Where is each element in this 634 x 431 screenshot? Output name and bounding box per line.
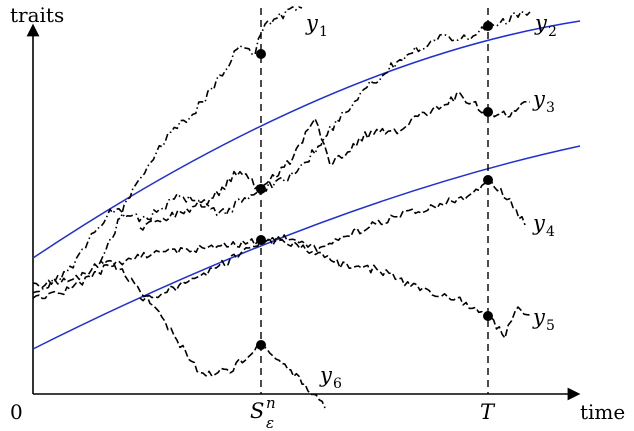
lower-boundary-curve	[32, 145, 581, 350]
svg-text:3: 3	[546, 100, 555, 116]
x-axis-label: time	[580, 400, 625, 424]
dot-y4-at-s	[256, 235, 266, 245]
trajectory-y4	[32, 179, 526, 300]
svg-text:1: 1	[319, 24, 328, 40]
svg-text:4: 4	[546, 224, 555, 240]
trajectory-y1	[99, 6, 303, 264]
svg-text:y: y	[532, 305, 546, 329]
dot-group	[256, 21, 493, 350]
trajectory-y3	[139, 91, 531, 231]
svg-text:ε: ε	[266, 414, 274, 431]
y-axis-label: traits	[10, 3, 64, 27]
trajectory-y6	[32, 259, 326, 409]
curve-label-y3: y 3	[532, 87, 555, 116]
dot-y1-at-s	[256, 49, 266, 59]
svg-text:5: 5	[546, 318, 555, 334]
svg-text:n: n	[266, 394, 276, 412]
curve-label-y5: y 5	[532, 305, 555, 334]
origin-label: 0	[10, 400, 23, 424]
upper-boundary-curve	[32, 20, 581, 259]
dot-y3-at-t	[483, 107, 493, 117]
trajectory-y5	[139, 237, 531, 339]
svg-text:S: S	[250, 399, 264, 423]
trajectory-y2	[32, 10, 531, 294]
svg-text:y: y	[534, 11, 548, 35]
curve-label-y2: y 2	[534, 11, 557, 40]
t-marker-label: T	[480, 400, 496, 424]
dot-y3-at-s	[256, 184, 266, 194]
dot-y6-at-s	[256, 340, 266, 350]
svg-text:2: 2	[548, 24, 557, 40]
svg-text:y: y	[305, 11, 319, 35]
dot-y5-at-t	[483, 311, 493, 321]
svg-text:y: y	[532, 87, 546, 111]
dot-y4-at-t	[483, 175, 493, 185]
dot-y2-at-t	[483, 21, 493, 31]
curve-label-y1: y 1	[305, 11, 328, 40]
curve-label-y4: y 4	[532, 211, 555, 240]
svg-text:6: 6	[333, 376, 342, 392]
trajectory-group	[32, 6, 531, 409]
curve-label-y6: y 6	[319, 363, 342, 392]
svg-text:y: y	[532, 211, 546, 235]
s-marker-label: S n ε	[250, 394, 276, 431]
svg-text:y: y	[319, 363, 333, 387]
